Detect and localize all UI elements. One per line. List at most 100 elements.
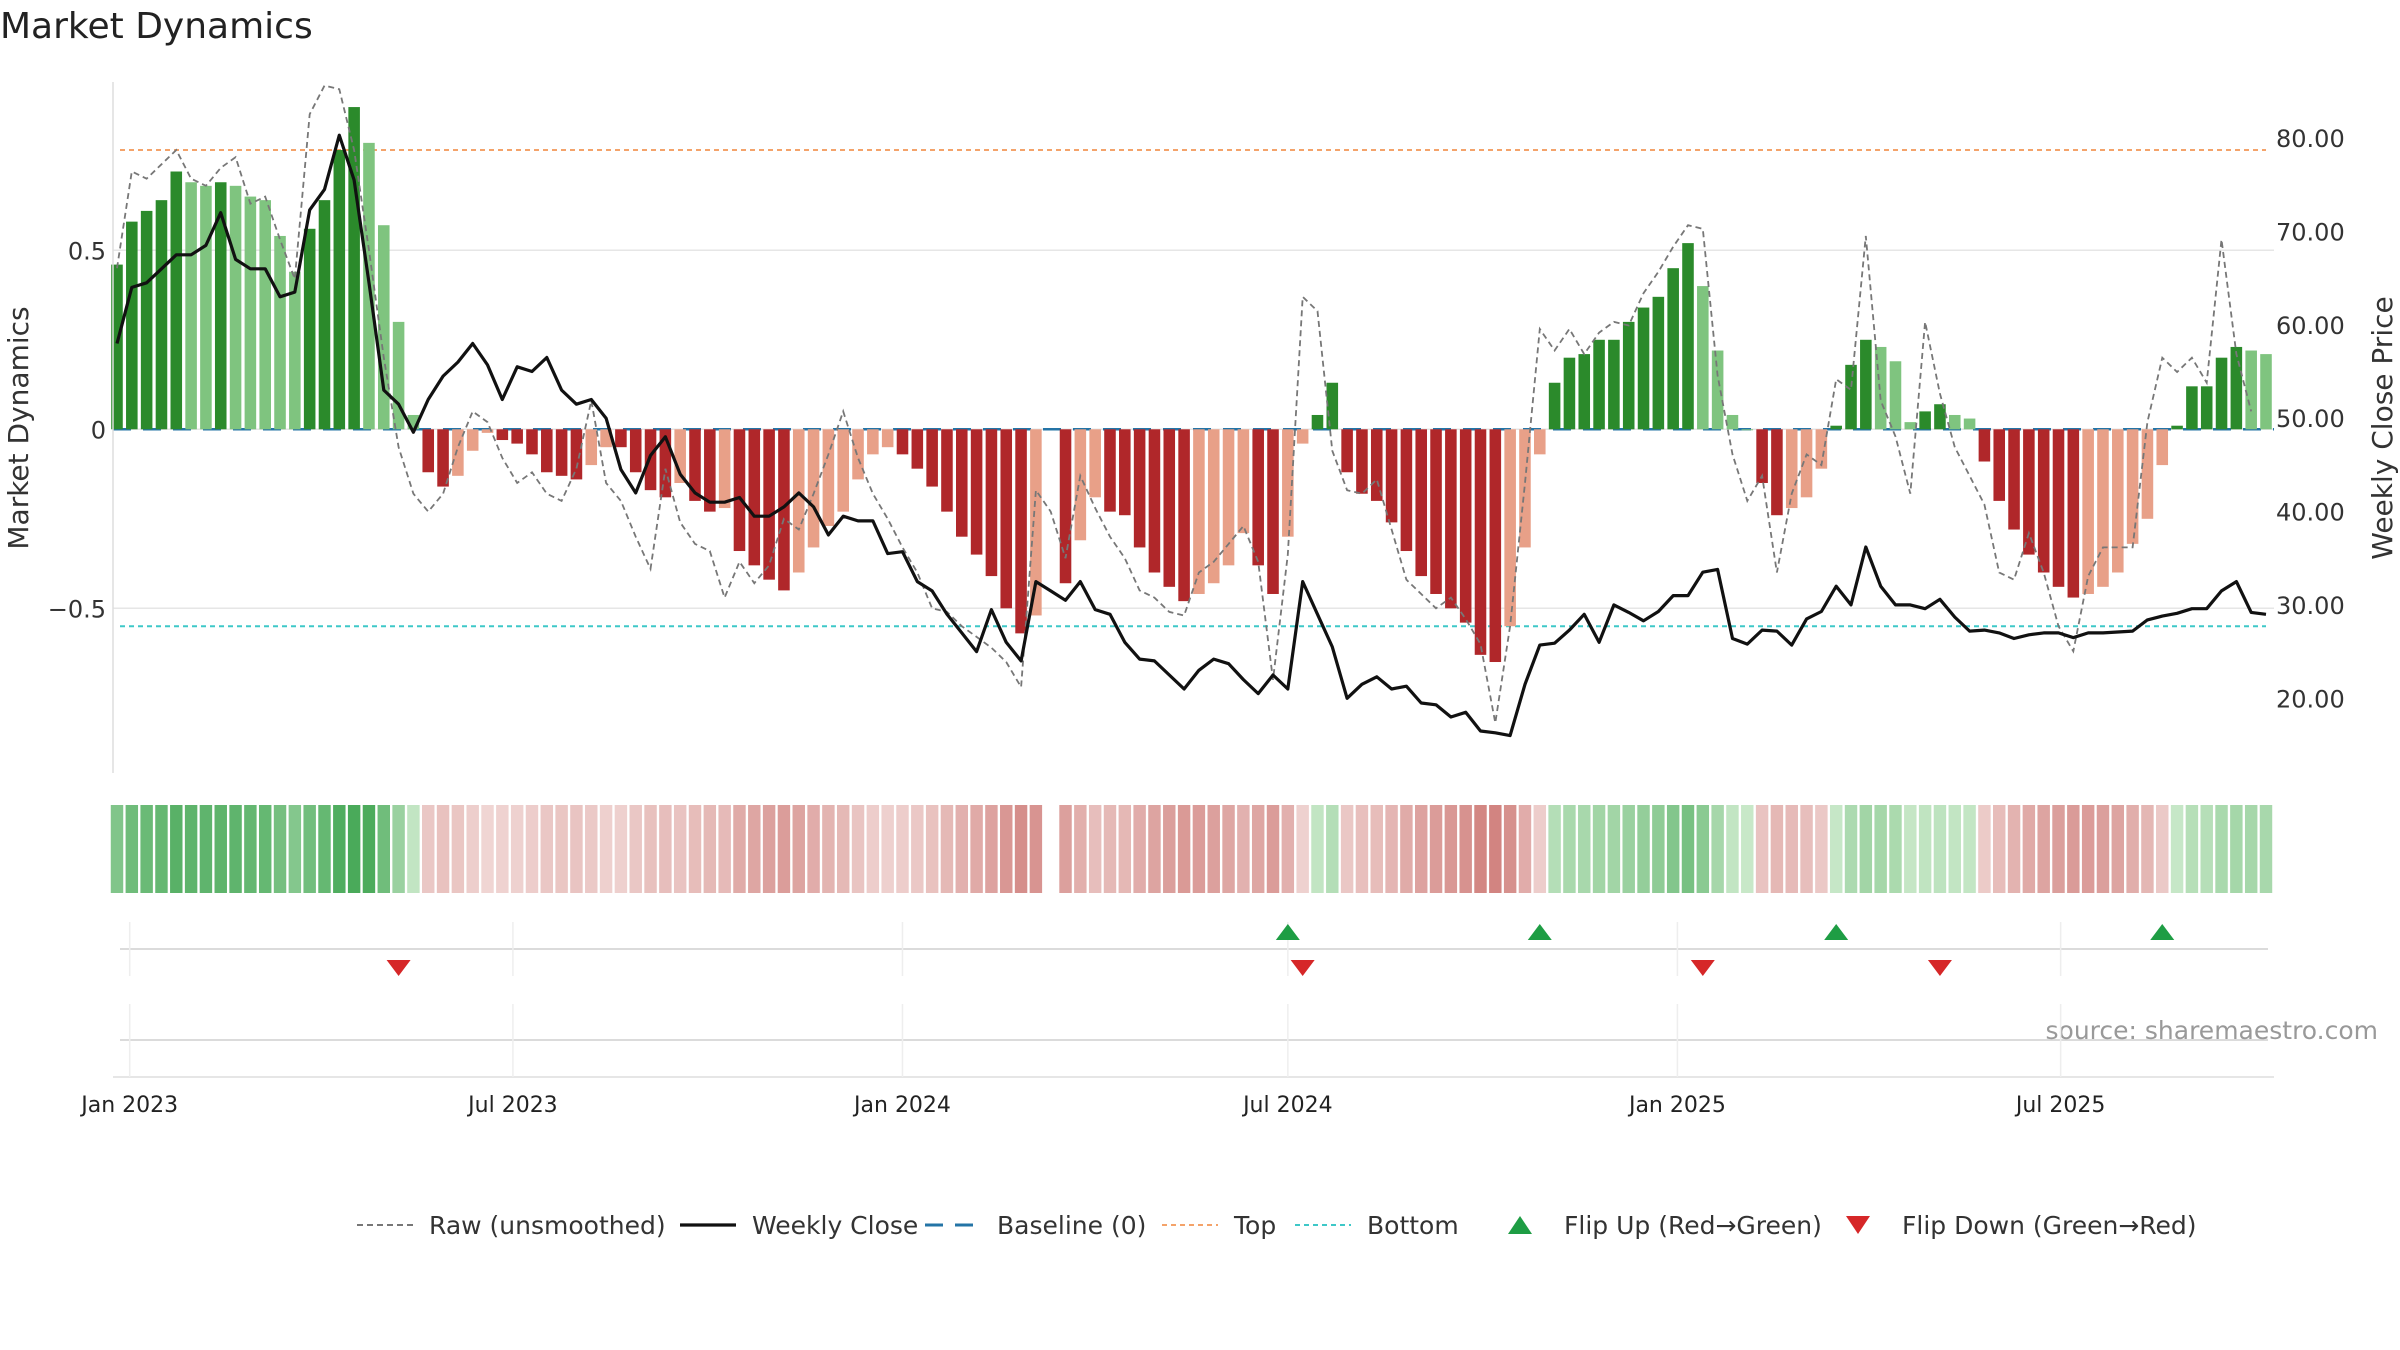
- dynamics-bar: [1370, 429, 1383, 501]
- regime-cell: [970, 805, 983, 893]
- regime-cell: [1118, 805, 1132, 893]
- regime-cell: [2067, 805, 2080, 893]
- regime-cell: [2259, 805, 2273, 893]
- right-tick-label: 50.00: [2276, 405, 2345, 433]
- regime-cell: [2007, 805, 2021, 893]
- regime-cell: [762, 805, 776, 893]
- regime-cell: [1607, 805, 1621, 893]
- dynamics-bar: [896, 429, 909, 455]
- dynamics-bar: [170, 171, 183, 430]
- regime-cell: [1726, 805, 1739, 893]
- axes: Market Dynamics Weekly Close Price: [2, 82, 2399, 773]
- regime-cell: [1163, 805, 1176, 893]
- left-axis-title: Market Dynamics: [2, 306, 35, 549]
- regime-cell: [184, 805, 198, 893]
- dynamics-bar: [244, 196, 257, 430]
- flip-down-marker: [386, 960, 411, 976]
- dynamics-bar: [704, 429, 716, 512]
- regime-cell: [688, 805, 702, 893]
- regime-cell: [792, 805, 805, 893]
- dynamics-bar: [570, 429, 583, 480]
- dynamics-bar: [970, 429, 983, 555]
- regime-cell: [110, 805, 124, 893]
- right-tick-label: 60.00: [2276, 312, 2345, 340]
- regime-cell: [1355, 805, 1369, 893]
- regime-cell: [555, 805, 568, 893]
- dynamics-bar: [2052, 429, 2065, 587]
- dynamics-bar: [1756, 429, 1768, 483]
- regime-cell: [347, 805, 361, 893]
- dynamics-bar: [2171, 425, 2183, 430]
- dynamics-bar: [2215, 357, 2228, 430]
- chart-title: Market Dynamics: [0, 6, 313, 47]
- regime-cell: [1666, 805, 1680, 893]
- right-tick-label: 40.00: [2276, 499, 2345, 527]
- regime-cell: [1755, 805, 1769, 893]
- right-tick-label: 70.00: [2276, 218, 2345, 246]
- regime-cell: [288, 805, 302, 893]
- dynamics-bar: [1193, 429, 1205, 594]
- dynamics-bar: [2023, 429, 2035, 555]
- dynamics-bar: [2037, 429, 2050, 573]
- regime-cell: [481, 805, 494, 893]
- legend-item: Weekly Close: [680, 1211, 918, 1240]
- date-tick-label: Jul 2023: [466, 1093, 558, 1118]
- regime-cell: [525, 805, 539, 893]
- dynamics-bar: [1815, 429, 1828, 469]
- regime-cell: [1948, 805, 1961, 893]
- regime-cell: [1696, 805, 1710, 893]
- dynamics-bar: [200, 185, 212, 430]
- regime-cell: [703, 805, 717, 893]
- dynamics-bar: [1504, 429, 1516, 627]
- regime-cell: [1592, 805, 1606, 893]
- regime-cell: [1548, 805, 1561, 893]
- legend-label: Flip Down (Green→Red): [1902, 1211, 2197, 1240]
- regime-cell: [303, 805, 316, 893]
- regime-cell: [1429, 805, 1443, 893]
- regime-cell: [333, 805, 346, 893]
- regime-cell: [273, 805, 287, 893]
- dynamics-bar: [185, 182, 197, 430]
- regime-cell: [866, 805, 880, 893]
- dynamics-bar: [422, 429, 435, 473]
- regime-cell: [777, 805, 791, 893]
- regime-cell: [2126, 805, 2139, 893]
- regime-cell: [451, 805, 465, 893]
- dynamics-bar: [718, 429, 731, 509]
- dynamics-bar: [1326, 382, 1339, 430]
- legend: Raw (unsmoothed) Weekly Close Baseline (0)…: [357, 1211, 2197, 1240]
- dynamics-bar: [2260, 354, 2272, 430]
- regime-cell: [955, 805, 969, 893]
- dynamics-bar: [1563, 357, 1576, 430]
- dynamics-bar: [1104, 429, 1116, 512]
- dynamics-bar: [941, 429, 953, 512]
- regime-cell: [585, 805, 598, 893]
- raw-line: [116, 84, 2253, 724]
- regime-cell: [540, 805, 554, 893]
- regime-cell: [510, 805, 524, 893]
- dynamics-bar: [1874, 346, 1887, 430]
- regime-cell: [570, 805, 583, 893]
- legend-label: Flip Up (Red→Green): [1564, 1211, 1822, 1240]
- regime-cell: [1459, 805, 1472, 893]
- dynamics-bar: [452, 429, 464, 476]
- regime-cell: [2081, 805, 2095, 893]
- dynamics-bar: [1267, 429, 1279, 594]
- regime-cell: [436, 805, 450, 893]
- regime-cell: [1963, 805, 1976, 893]
- regime-cell: [1148, 805, 1161, 893]
- lower-panel: source: sharemaestro.com: [113, 1004, 2378, 1078]
- dynamics-bar: [1934, 404, 1946, 430]
- regime-cell: [1489, 805, 1502, 893]
- dynamics-bar: [377, 225, 390, 430]
- regime-cell: [1340, 805, 1354, 893]
- dynamics-bar: [1830, 425, 1842, 430]
- dynamics-bar: [1400, 429, 1413, 552]
- regime-cell: [614, 805, 628, 893]
- dynamics-bar: [1059, 429, 1072, 584]
- left-tick-label: 0: [91, 416, 106, 444]
- dynamics-bar: [511, 429, 523, 444]
- flip-up-marker: [1275, 924, 1300, 940]
- regime-cell: [2185, 805, 2199, 893]
- regime-cell: [1474, 805, 1487, 893]
